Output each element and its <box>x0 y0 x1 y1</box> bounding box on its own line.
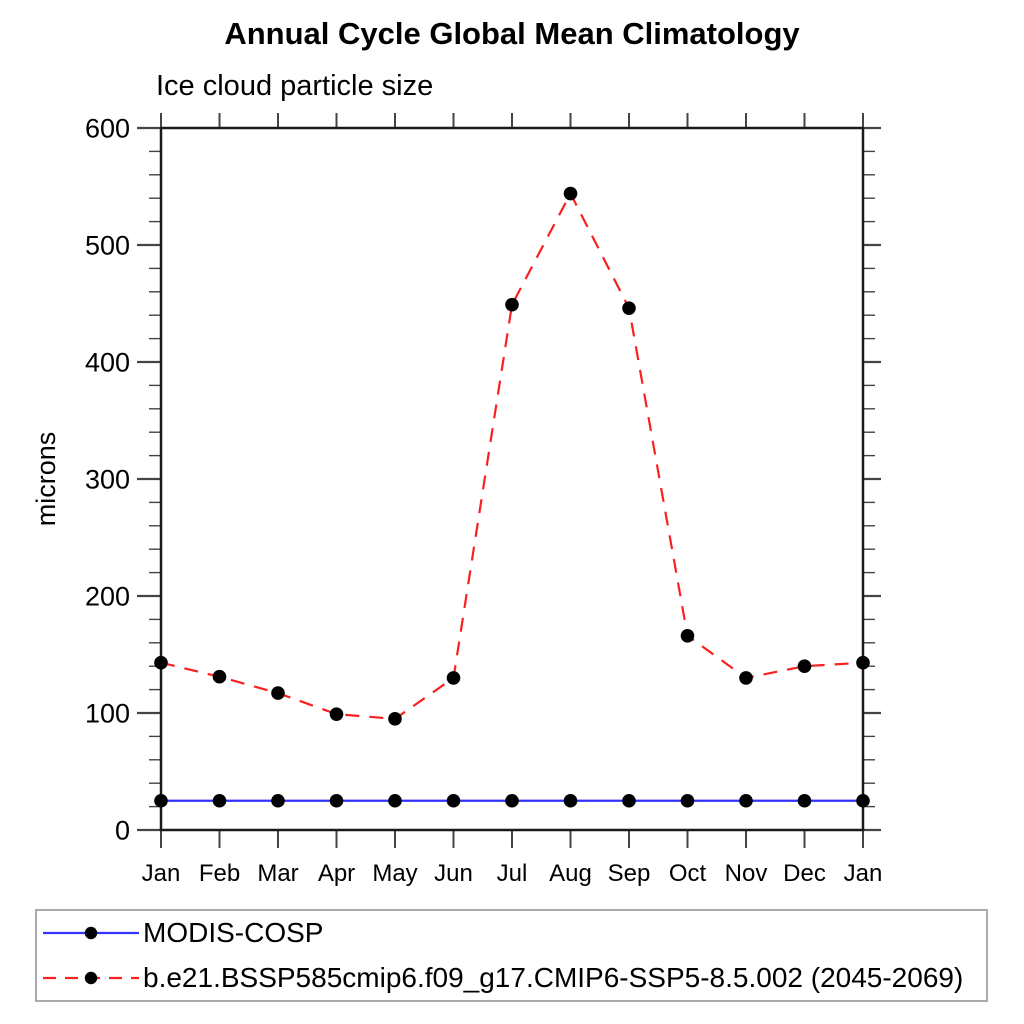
x-axis-tick-label: Jan <box>142 860 181 887</box>
series-1-marker <box>680 628 695 643</box>
x-axis-tick-label: Apr <box>318 860 355 887</box>
y-axis-tick-label: 0 <box>115 816 130 846</box>
x-axis-tick-label: Aug <box>549 860 592 887</box>
series-0-marker <box>329 793 344 808</box>
series-0-marker <box>154 793 168 808</box>
series-0-marker <box>212 793 227 808</box>
y-axis-tick-label: 300 <box>85 465 130 495</box>
y-axis-title: microns <box>31 432 61 527</box>
series-1-marker <box>271 686 285 700</box>
legend-label-model: b.e21.BSSP585cmip6.f09_g17.CMIP6-SSP5-8.… <box>143 961 964 993</box>
chart-subtitle: Ice cloud particle size <box>156 70 434 102</box>
y-axis-tick-label: 200 <box>85 582 130 612</box>
series-1-marker <box>856 655 870 670</box>
series-1-marker <box>212 669 227 684</box>
model-dashed-line-sample-icon <box>43 971 139 984</box>
series-1-marker <box>797 659 812 673</box>
series-1-marker <box>622 301 636 315</box>
legend-label-modis: MODIS-COSP <box>143 917 324 949</box>
series-line-1 <box>160 192 864 720</box>
x-axis-tick-label: Oct <box>669 860 707 887</box>
series-0-marker <box>563 793 578 808</box>
series-1-marker <box>563 186 578 201</box>
series-1-marker <box>739 671 753 685</box>
x-axis-tick-label: Mar <box>257 860 298 887</box>
series-1-marker <box>329 707 344 721</box>
x-axis-tick-label: Jul <box>497 860 528 887</box>
series-0-marker <box>446 793 461 808</box>
x-axis-tick-label: Jun <box>434 860 473 887</box>
x-axis-tick-label: Nov <box>725 860 768 887</box>
series-0-marker <box>271 793 285 808</box>
series-1-marker <box>388 712 402 726</box>
modis-line-sample-icon <box>43 927 139 940</box>
series-0-marker <box>856 793 870 808</box>
x-axis-tick-label: May <box>372 860 417 887</box>
x-axis-tick-label: Feb <box>199 860 240 887</box>
series-1-marker <box>446 671 461 685</box>
series-0-marker <box>388 793 402 808</box>
y-axis-tick-label: 100 <box>85 699 130 729</box>
chart-title: Annual Cycle Global Mean Climatology <box>224 16 800 51</box>
series-1-marker <box>154 655 168 670</box>
series-0-marker <box>739 793 753 808</box>
series-1-marker <box>505 297 519 312</box>
series-0-marker <box>797 793 812 808</box>
legend-row-model: b.e21.BSSP585cmip6.f09_g17.CMIP6-SSP5-8.… <box>37 956 986 1001</box>
x-axis-tick-label: Jan <box>844 860 883 887</box>
series-0-marker <box>680 793 695 808</box>
y-axis-tick-label: 600 <box>85 114 130 144</box>
x-axis-tick-label: Dec <box>783 860 826 887</box>
plot-frame <box>159 126 865 832</box>
legend: MODIS-COSP b.e21.BSSP585cmip6.f09_g17.CM… <box>35 909 988 1002</box>
series-0-marker <box>505 793 519 808</box>
y-axis-tick-label: 500 <box>85 231 130 261</box>
x-axis-tick-label: Sep <box>608 860 651 887</box>
series-0-marker <box>622 793 636 808</box>
y-axis-tick-label: 400 <box>85 348 130 378</box>
legend-row-modis: MODIS-COSP <box>37 911 986 956</box>
